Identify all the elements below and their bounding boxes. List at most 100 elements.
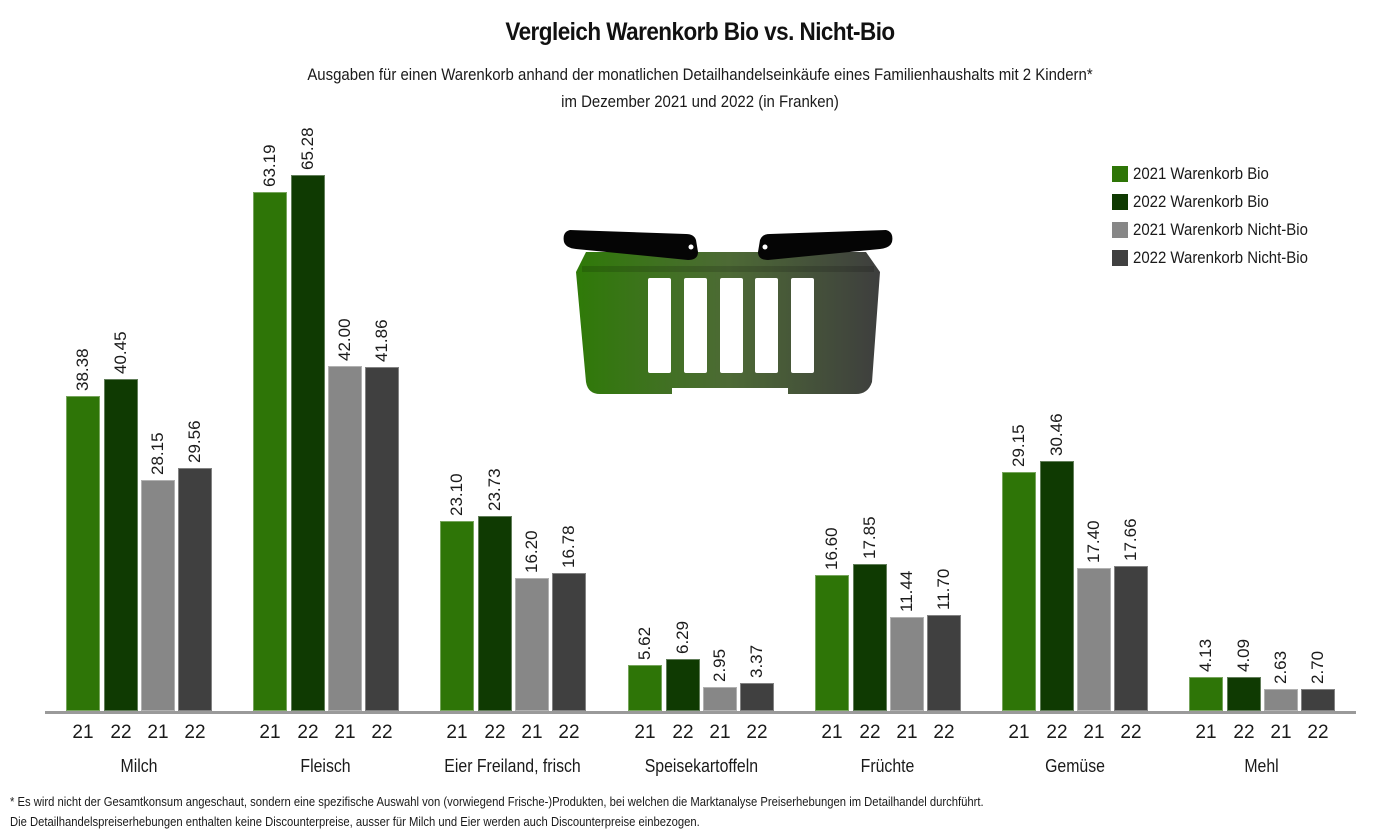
bar-value-label: 40.45 xyxy=(111,331,130,374)
bar-value-label: 28.15 xyxy=(148,432,167,475)
year-tick-label: 21 xyxy=(634,722,656,743)
year-tick-label: 21 xyxy=(1270,722,1292,743)
year-tick-label: 22 xyxy=(110,722,132,743)
legend-item-2021-nicht-bio: 2021 Warenkorb Nicht-Bio xyxy=(1112,216,1332,244)
category-label-mehl: Mehl xyxy=(1244,756,1280,776)
bar-mehl-2022-warenkorb-bio xyxy=(1227,677,1261,711)
bar-value-label: 29.15 xyxy=(1009,424,1028,467)
bar-fleisch-2022-warenkorb-bio xyxy=(291,175,325,711)
bar-speisekartoffeln-2022-warenkorb-bio xyxy=(666,659,700,711)
bar-eier-freiland-frisch-2022-warenkorb-bio xyxy=(478,516,512,711)
bar-value-label: 5.62 xyxy=(635,626,654,660)
year-tick-label: 21 xyxy=(1008,722,1030,743)
bar-value-label: 2.95 xyxy=(710,648,729,682)
bar-speisekartoffeln-2022-warenkorb-nicht-bio xyxy=(740,683,774,711)
bar-value-label: 6.29 xyxy=(673,620,692,654)
legend-label: 2021 Warenkorb Bio xyxy=(1133,164,1269,183)
bar-milch-2021-warenkorb-bio xyxy=(66,396,100,711)
legend-swatch xyxy=(1112,166,1128,182)
year-tick-label: 22 xyxy=(672,722,694,743)
bar-value-label: 30.46 xyxy=(1047,413,1066,456)
bar-value-label: 23.10 xyxy=(447,473,466,516)
chart-subtitle-line2: im Dezember 2021 und 2022 (in Franken) xyxy=(561,92,839,111)
legend: 2021 Warenkorb Bio 2022 Warenkorb Bio 20… xyxy=(1112,160,1332,272)
bar-milch-2022-warenkorb-nicht-bio xyxy=(178,468,212,711)
bar-eier-freiland-frisch-2021-warenkorb-nicht-bio xyxy=(515,578,549,711)
bar-fr-chte-2021-warenkorb-nicht-bio xyxy=(890,617,924,711)
legend-label: 2022 Warenkorb Nicht-Bio xyxy=(1133,248,1308,267)
bar-gem-se-2021-warenkorb-nicht-bio xyxy=(1077,568,1111,711)
category-label-milch: Milch xyxy=(120,756,158,776)
bar-value-label: 16.20 xyxy=(522,530,541,573)
chart-subtitle-line1: Ausgaben für einen Warenkorb anhand der … xyxy=(307,65,1093,84)
bar-value-label: 11.44 xyxy=(897,570,916,612)
legend-item-2022-bio: 2022 Warenkorb Bio xyxy=(1112,188,1332,216)
year-tick-label: 21 xyxy=(334,722,356,743)
bar-value-label: 38.38 xyxy=(73,348,92,391)
bar-eier-freiland-frisch-2022-warenkorb-nicht-bio xyxy=(552,573,586,711)
legend-label: 2021 Warenkorb Nicht-Bio xyxy=(1133,220,1308,239)
bar-value-label: 2.63 xyxy=(1271,650,1290,684)
year-tick-label: 22 xyxy=(371,722,393,743)
bar-gem-se-2022-warenkorb-bio xyxy=(1040,461,1074,711)
bar-fr-chte-2022-warenkorb-nicht-bio xyxy=(927,615,961,711)
bar-value-label: 23.73 xyxy=(485,468,504,511)
bar-eier-freiland-frisch-2021-warenkorb-bio xyxy=(440,521,474,711)
legend-swatch xyxy=(1112,194,1128,210)
year-tick-label: 21 xyxy=(147,722,169,743)
year-tick-label: 22 xyxy=(933,722,955,743)
year-tick-label: 21 xyxy=(259,722,281,743)
bar-speisekartoffeln-2021-warenkorb-bio xyxy=(628,665,662,711)
footnote-1: * Es wird nicht der Gesamtkonsum angesch… xyxy=(10,795,984,809)
year-tick-label: 21 xyxy=(446,722,468,743)
legend-item-2021-bio: 2021 Warenkorb Bio xyxy=(1112,160,1332,188)
bar-value-label: 16.78 xyxy=(559,525,578,568)
bar-value-label: 17.85 xyxy=(860,516,879,559)
bar-fleisch-2022-warenkorb-nicht-bio xyxy=(365,367,399,711)
year-tick-label: 21 xyxy=(709,722,731,743)
bar-value-label: 4.13 xyxy=(1196,638,1215,672)
category-label-fleisch: Fleisch xyxy=(300,756,352,776)
year-tick-label: 22 xyxy=(558,722,580,743)
bar-value-label: 42.00 xyxy=(335,318,354,361)
bar-speisekartoffeln-2021-warenkorb-nicht-bio xyxy=(703,687,737,711)
bar-fleisch-2021-warenkorb-bio xyxy=(253,192,287,711)
legend-swatch xyxy=(1112,250,1128,266)
bar-value-label: 11.70 xyxy=(934,568,953,610)
bar-value-label: 17.40 xyxy=(1084,520,1103,563)
bar-value-label: 2.70 xyxy=(1308,650,1327,684)
year-tick-label: 21 xyxy=(1195,722,1217,743)
legend-label: 2022 Warenkorb Bio xyxy=(1133,192,1269,211)
footnote-2: Die Detailhandelspreiserhebungen enthalt… xyxy=(10,815,700,829)
bar-value-label: 16.60 xyxy=(822,527,841,570)
bar-mehl-2021-warenkorb-nicht-bio xyxy=(1264,689,1298,711)
year-tick-label: 21 xyxy=(1083,722,1105,743)
legend-item-2022-nicht-bio: 2022 Warenkorb Nicht-Bio xyxy=(1112,244,1332,272)
year-tick-label: 22 xyxy=(746,722,768,743)
bar-mehl-2022-warenkorb-nicht-bio xyxy=(1301,689,1335,711)
year-tick-label: 22 xyxy=(484,722,506,743)
bar-milch-2022-warenkorb-bio xyxy=(104,379,138,711)
bar-gem-se-2022-warenkorb-nicht-bio xyxy=(1114,566,1148,711)
bar-fleisch-2021-warenkorb-nicht-bio xyxy=(328,366,362,711)
legend-swatch xyxy=(1112,222,1128,238)
year-tick-label: 22 xyxy=(1233,722,1255,743)
year-tick-label: 22 xyxy=(297,722,319,743)
category-label-speisekartoffeln: Speisekartoffeln xyxy=(644,756,758,776)
year-tick-label: 22 xyxy=(859,722,881,743)
shopping-basket-icon xyxy=(563,230,893,394)
bar-value-label: 4.09 xyxy=(1234,638,1253,672)
bar-value-label: 41.86 xyxy=(372,319,391,362)
bar-value-label: 29.56 xyxy=(185,420,204,463)
category-label-eier-freiland-frisch: Eier Freiland, frisch xyxy=(444,756,582,776)
year-tick-label: 22 xyxy=(1120,722,1142,743)
bar-value-label: 65.28 xyxy=(298,127,317,170)
bar-milch-2021-warenkorb-nicht-bio xyxy=(141,480,175,711)
year-tick-label: 21 xyxy=(72,722,94,743)
bar-value-label: 17.66 xyxy=(1121,518,1140,561)
year-tick-label: 22 xyxy=(1307,722,1329,743)
year-tick-label: 21 xyxy=(521,722,543,743)
bar-mehl-2021-warenkorb-bio xyxy=(1189,677,1223,711)
x-axis-line xyxy=(45,711,1356,714)
